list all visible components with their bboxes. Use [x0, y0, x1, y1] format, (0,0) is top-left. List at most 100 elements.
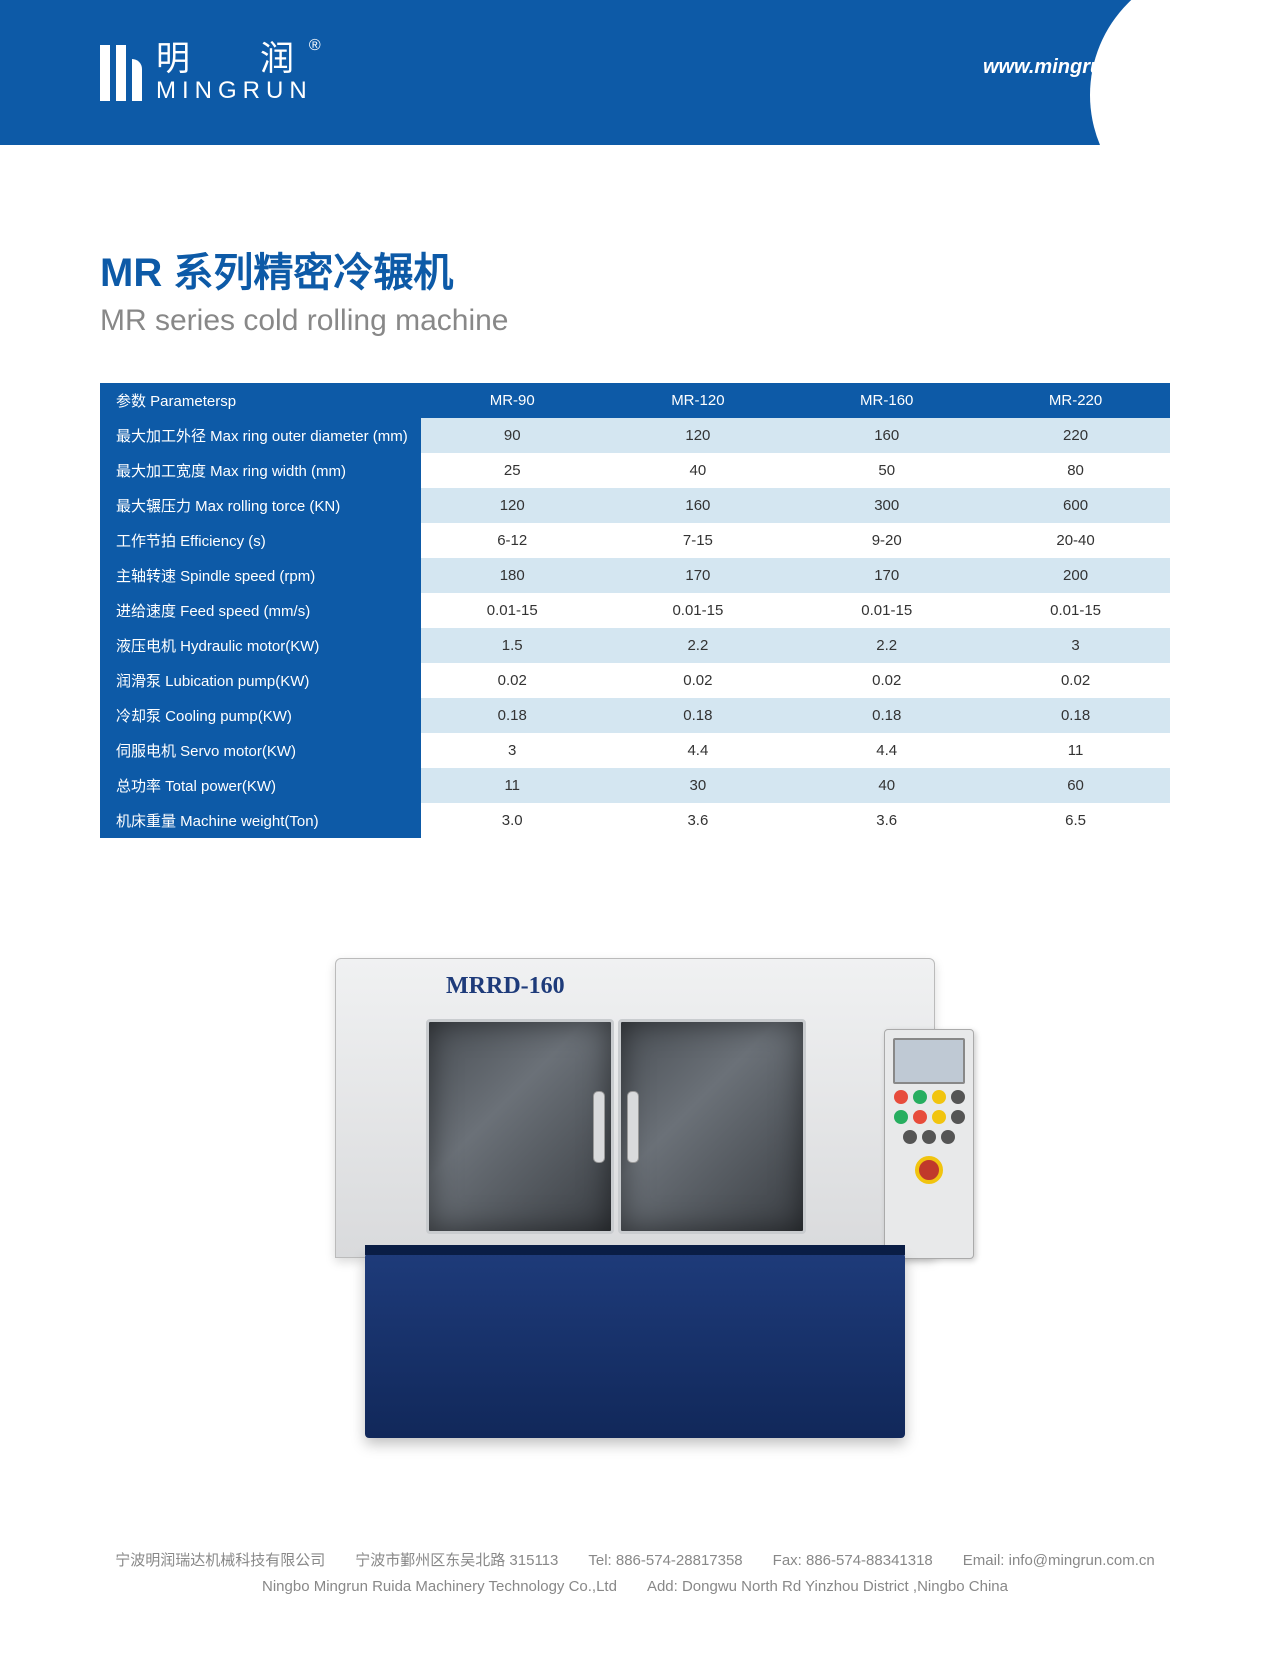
panel-button-icon — [951, 1090, 965, 1104]
panel-button-icon — [913, 1090, 927, 1104]
param-value-cell: 0.02 — [421, 663, 603, 698]
param-value-cell: 0.18 — [421, 698, 603, 733]
emergency-stop-icon — [915, 1156, 943, 1184]
param-name-cell: 总功率 Total power(KW) — [100, 768, 421, 803]
website-url: www.mingrun.com.cn — [983, 56, 1190, 89]
param-name-cell: 工作节拍 Efficiency (s) — [100, 523, 421, 558]
logo-english: MINGRUN — [156, 78, 313, 104]
logo: 明 润® MINGRUN — [100, 41, 313, 105]
param-value-cell: 0.01-15 — [421, 593, 603, 628]
param-value-cell: 20-40 — [981, 523, 1170, 558]
param-value-cell: 600 — [981, 488, 1170, 523]
table-row: 伺服电机 Servo motor(KW)34.44.411 — [100, 733, 1170, 768]
param-value-cell: 80 — [981, 453, 1170, 488]
param-value-cell: 2.2 — [792, 628, 981, 663]
panel-button-icon — [903, 1130, 917, 1144]
table-row: 冷却泵 Cooling pump(KW)0.180.180.180.18 — [100, 698, 1170, 733]
logo-bars-icon — [100, 45, 142, 101]
param-value-cell: 0.01-15 — [603, 593, 792, 628]
param-value-cell: 3.6 — [603, 803, 792, 838]
main-content: MR 系列精密冷辗机 MR series cold rolling machin… — [0, 145, 1270, 1438]
machine-model-label: MRRD-160 — [446, 973, 565, 1000]
param-value-cell: 0.18 — [792, 698, 981, 733]
param-value-cell: 0.02 — [792, 663, 981, 698]
panel-button-icon — [932, 1110, 946, 1124]
param-value-cell: 3 — [981, 628, 1170, 663]
param-name-cell: 液压电机 Hydraulic motor(KW) — [100, 628, 421, 663]
param-value-cell: 170 — [792, 558, 981, 593]
param-value-cell: 9-20 — [792, 523, 981, 558]
panel-button-icon — [941, 1130, 955, 1144]
param-name-cell: 伺服电机 Servo motor(KW) — [100, 733, 421, 768]
col-parameter: 参数 Parametersp — [100, 383, 421, 418]
param-value-cell: 0.02 — [603, 663, 792, 698]
table-row: 主轴转速 Spindle speed (rpm)180170170200 — [100, 558, 1170, 593]
param-name-cell: 最大辗压力 Max rolling torce (KN) — [100, 488, 421, 523]
param-value-cell: 11 — [981, 733, 1170, 768]
table-row: 进给速度 Feed speed (mm/s)0.01-150.01-150.01… — [100, 593, 1170, 628]
param-name-cell: 机床重量 Machine weight(Ton) — [100, 803, 421, 838]
param-value-cell: 0.18 — [603, 698, 792, 733]
table-row: 总功率 Total power(KW)11304060 — [100, 768, 1170, 803]
table-row: 最大辗压力 Max rolling torce (KN)120160300600 — [100, 488, 1170, 523]
param-value-cell: 4.4 — [603, 733, 792, 768]
col-model: MR-160 — [792, 383, 981, 418]
param-name-cell: 润滑泵 Lubication pump(KW) — [100, 663, 421, 698]
param-value-cell: 40 — [792, 768, 981, 803]
panel-button-icon — [894, 1110, 908, 1124]
param-value-cell: 300 — [792, 488, 981, 523]
panel-button-icon — [932, 1090, 946, 1104]
table-row: 工作节拍 Efficiency (s)6-127-159-2020-40 — [100, 523, 1170, 558]
panel-button-icon — [922, 1130, 936, 1144]
footer-line-2: Ningbo Mingrun Ruida Machinery Technolog… — [40, 1574, 1230, 1600]
param-name-cell: 最大加工宽度 Max ring width (mm) — [100, 453, 421, 488]
param-name-cell: 主轴转速 Spindle speed (rpm) — [100, 558, 421, 593]
machine-door-left — [426, 1019, 614, 1234]
param-value-cell: 3.6 — [792, 803, 981, 838]
machine-base — [365, 1253, 905, 1438]
page-title-en: MR series cold rolling machine — [100, 304, 1170, 338]
param-value-cell: 200 — [981, 558, 1170, 593]
param-value-cell: 0.02 — [981, 663, 1170, 698]
param-value-cell: 120 — [603, 418, 792, 453]
param-name-cell: 进给速度 Feed speed (mm/s) — [100, 593, 421, 628]
control-panel — [884, 1029, 974, 1259]
param-value-cell: 4.4 — [792, 733, 981, 768]
param-value-cell: 170 — [603, 558, 792, 593]
logo-chinese: 明 润® — [156, 41, 313, 78]
param-value-cell: 120 — [421, 488, 603, 523]
spec-table: 参数 ParameterspMR-90MR-120MR-160MR-220 最大… — [100, 383, 1170, 838]
param-value-cell: 60 — [981, 768, 1170, 803]
param-name-cell: 冷却泵 Cooling pump(KW) — [100, 698, 421, 733]
table-body: 最大加工外径 Max ring outer diameter (mm)90120… — [100, 418, 1170, 838]
param-value-cell: 6-12 — [421, 523, 603, 558]
param-value-cell: 0.01-15 — [792, 593, 981, 628]
param-value-cell: 25 — [421, 453, 603, 488]
param-value-cell: 0.18 — [981, 698, 1170, 733]
param-value-cell: 1.5 — [421, 628, 603, 663]
footer-line-1: 宁波明润瑞达机械科技有限公司 宁波市鄞州区东吴北路 315113 Tel: 88… — [40, 1548, 1230, 1574]
param-value-cell: 40 — [603, 453, 792, 488]
panel-button-icon — [894, 1090, 908, 1104]
param-name-cell: 最大加工外径 Max ring outer diameter (mm) — [100, 418, 421, 453]
param-value-cell: 3 — [421, 733, 603, 768]
page-title-cn: MR 系列精密冷辗机 — [100, 240, 1170, 298]
table-row: 最大加工外径 Max ring outer diameter (mm)90120… — [100, 418, 1170, 453]
param-value-cell: 3.0 — [421, 803, 603, 838]
panel-button-icon — [951, 1110, 965, 1124]
param-value-cell: 160 — [792, 418, 981, 453]
col-model: MR-220 — [981, 383, 1170, 418]
table-header-row: 参数 ParameterspMR-90MR-120MR-160MR-220 — [100, 383, 1170, 418]
param-value-cell: 6.5 — [981, 803, 1170, 838]
machine-door-right — [618, 1019, 806, 1234]
table-row: 润滑泵 Lubication pump(KW)0.020.020.020.02 — [100, 663, 1170, 698]
param-value-cell: 50 — [792, 453, 981, 488]
machine-illustration: MRRD-160 — [100, 918, 1170, 1438]
header-band: 明 润® MINGRUN www.mingrun.com.cn — [0, 0, 1270, 145]
param-value-cell: 2.2 — [603, 628, 792, 663]
param-value-cell: 11 — [421, 768, 603, 803]
col-model: MR-120 — [603, 383, 792, 418]
table-row: 液压电机 Hydraulic motor(KW)1.52.22.23 — [100, 628, 1170, 663]
param-value-cell: 30 — [603, 768, 792, 803]
footer: 宁波明润瑞达机械科技有限公司 宁波市鄞州区东吴北路 315113 Tel: 88… — [0, 1548, 1270, 1599]
